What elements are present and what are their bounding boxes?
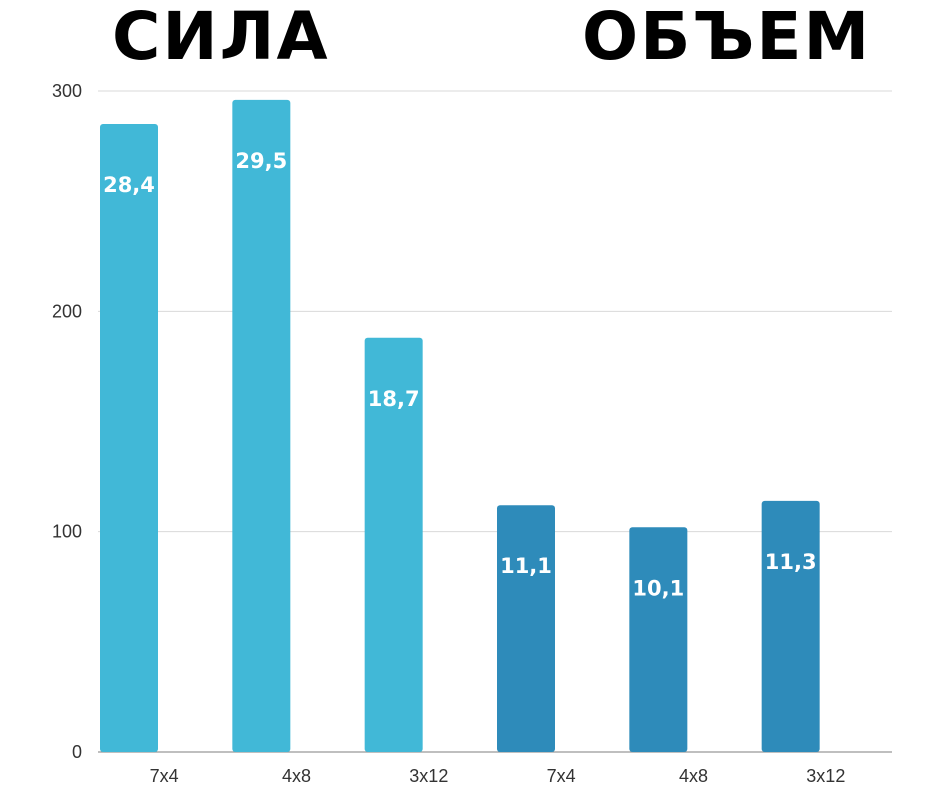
bar-data-label: 28,4: [103, 173, 155, 197]
bar-data-label: 10,1: [632, 576, 684, 600]
bar-data-label: 11,3: [765, 550, 817, 574]
x-tick-label: 3x12: [806, 766, 845, 786]
y-tick-label: 0: [72, 742, 82, 762]
bar-data-label: 29,5: [235, 149, 287, 173]
x-tick-label: 7x4: [150, 766, 179, 786]
y-tick-label: 300: [52, 81, 82, 101]
bar-data-label: 11,1: [500, 554, 552, 578]
y-tick-label: 200: [52, 301, 82, 321]
bar: [364, 337, 423, 752]
x-tick-label: 4x8: [282, 766, 311, 786]
bar: [232, 99, 291, 752]
y-tick-label: 100: [52, 522, 82, 542]
bar: [761, 500, 820, 752]
bar: [100, 124, 158, 753]
volume-heading: ОБЪЕМ: [582, 0, 872, 75]
strength-heading: СИЛА: [112, 0, 330, 75]
bar-data-label: 18,7: [368, 387, 420, 411]
x-tick-label: 7x4: [547, 766, 576, 786]
bar: [497, 505, 555, 752]
x-tick-label: 3x12: [409, 766, 448, 786]
bar: [629, 527, 688, 752]
x-tick-label: 4x8: [679, 766, 708, 786]
